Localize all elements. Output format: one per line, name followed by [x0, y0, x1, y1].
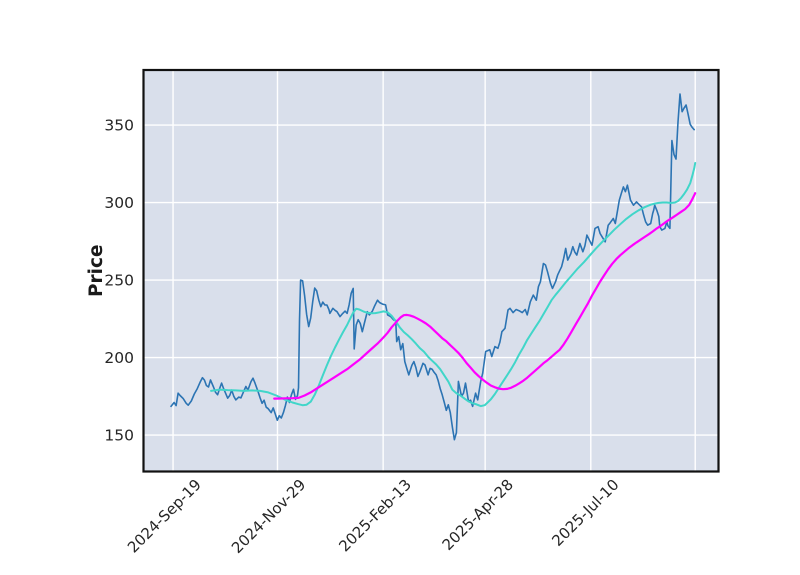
moving-average-short-line [210, 162, 697, 408]
y-tick-label-300: 300 [104, 194, 134, 212]
price-line [170, 93, 696, 441]
plot-border [142, 68, 720, 473]
y-axis-label: Price [86, 244, 107, 297]
y-tick-label-350: 350 [104, 117, 134, 135]
y-tick-label-200: 200 [104, 349, 134, 367]
plot-area [143, 70, 719, 472]
y-tick-label-150: 150 [104, 427, 134, 445]
moving-average-long-line [273, 192, 697, 400]
y-tick-label-250: 250 [104, 272, 134, 290]
